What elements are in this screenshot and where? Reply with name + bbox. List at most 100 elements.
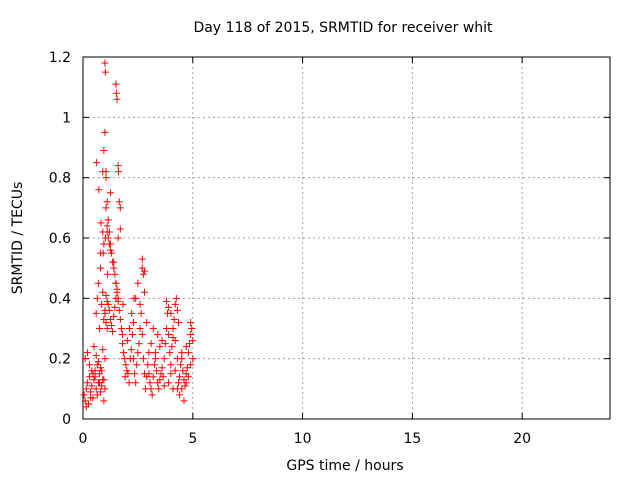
data-point	[139, 355, 147, 363]
y-tick-label: 0.6	[49, 231, 71, 247]
data-point	[101, 59, 109, 67]
data-point	[171, 337, 179, 345]
data-point	[182, 379, 190, 387]
data-point	[99, 228, 107, 236]
data-point	[162, 297, 170, 305]
data-point	[156, 343, 164, 351]
data-point	[176, 373, 184, 381]
data-point	[81, 355, 89, 363]
data-point	[92, 309, 100, 317]
data-point	[156, 376, 164, 384]
data-point	[114, 297, 122, 305]
data-points	[80, 59, 197, 411]
data-point	[123, 367, 131, 375]
data-point	[119, 331, 127, 339]
data-point	[109, 328, 117, 336]
data-point	[154, 331, 162, 339]
data-point	[139, 270, 147, 278]
data-point	[151, 355, 159, 363]
x-tick-label: 0	[79, 431, 88, 447]
data-point	[173, 306, 181, 314]
y-tick-label: 0.8	[49, 171, 71, 187]
y-tick-label: 0	[62, 412, 71, 428]
data-point	[123, 337, 131, 345]
data-point	[175, 379, 183, 387]
data-point	[113, 288, 121, 296]
data-point	[181, 382, 189, 390]
data-point	[167, 370, 175, 378]
data-point	[125, 379, 133, 387]
data-point	[97, 264, 105, 272]
data-point	[138, 331, 146, 339]
data-point	[110, 258, 118, 266]
data-point	[115, 306, 123, 314]
data-point	[90, 376, 98, 384]
data-point	[128, 331, 136, 339]
x-axis-label: GPS time / hours	[286, 458, 403, 474]
data-point	[101, 128, 109, 136]
data-point	[159, 373, 167, 381]
data-point	[106, 189, 114, 197]
data-point	[133, 361, 141, 369]
data-point	[175, 318, 183, 326]
data-point	[115, 168, 123, 176]
data-point	[158, 364, 166, 372]
data-point	[106, 315, 114, 323]
data-point	[103, 325, 111, 332]
data-point	[172, 294, 180, 302]
data-point	[97, 364, 105, 372]
data-point	[187, 331, 195, 339]
data-point	[121, 373, 129, 381]
data-point	[184, 349, 192, 357]
data-point	[102, 204, 110, 212]
data-point	[94, 279, 102, 287]
data-point	[165, 331, 173, 339]
data-point	[104, 216, 112, 224]
data-point	[92, 352, 100, 360]
data-point	[82, 385, 90, 393]
data-point	[165, 303, 173, 311]
data-point	[184, 373, 192, 381]
data-point	[140, 288, 148, 296]
data-point	[167, 309, 175, 317]
data-point	[102, 318, 110, 326]
data-point	[114, 162, 122, 170]
data-point	[187, 318, 195, 326]
data-point	[97, 219, 105, 227]
data-point	[136, 300, 144, 308]
chart-title: Day 118 of 2015, SRMTID for receiver whi…	[193, 20, 493, 36]
x-tick-label: 10	[294, 431, 312, 447]
data-point	[189, 337, 197, 345]
data-point	[87, 388, 95, 396]
data-point	[84, 400, 92, 408]
data-point	[161, 340, 169, 348]
data-point	[108, 321, 116, 329]
data-point	[95, 186, 103, 194]
data-point	[146, 379, 154, 387]
data-point	[178, 385, 186, 393]
data-point	[100, 376, 108, 384]
data-point	[168, 343, 176, 351]
data-point	[145, 370, 153, 378]
x-tick-label: 5	[188, 431, 197, 447]
data-point	[95, 325, 103, 332]
data-point	[183, 364, 191, 372]
data-point	[100, 397, 108, 405]
data-point	[101, 309, 109, 317]
data-point	[162, 325, 170, 332]
data-point	[103, 297, 111, 305]
data-point	[126, 325, 134, 332]
data-point	[90, 343, 98, 351]
y-tick-label: 0.2	[49, 352, 71, 368]
data-point	[94, 358, 102, 366]
data-point	[189, 355, 197, 363]
data-point	[110, 264, 118, 272]
data-point	[101, 385, 109, 393]
data-point	[182, 343, 190, 351]
data-point	[149, 325, 157, 332]
data-point	[179, 367, 187, 375]
data-point	[147, 340, 155, 348]
data-point	[171, 367, 179, 375]
